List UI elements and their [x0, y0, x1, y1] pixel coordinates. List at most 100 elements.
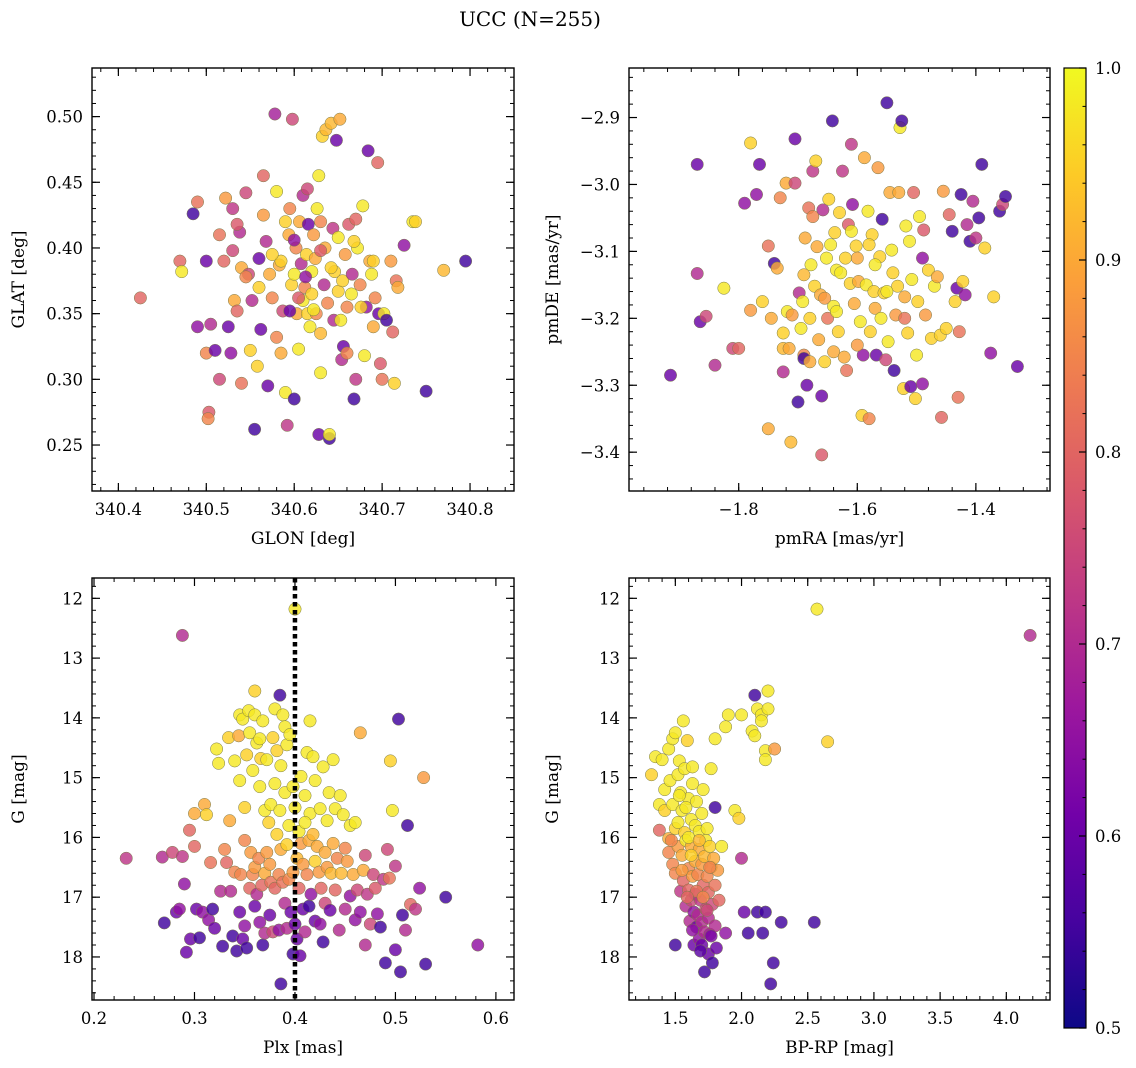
scatter-point: [956, 275, 970, 288]
scatter-point: [383, 754, 397, 768]
scatter-point: [268, 777, 282, 791]
scatter-point: [903, 234, 916, 248]
scatter-point: [278, 896, 292, 910]
scatter-point: [880, 96, 894, 110]
scatter-point: [954, 188, 968, 201]
colorbar-tick-label: 0.7: [1095, 635, 1121, 654]
scatter-point: [664, 368, 677, 382]
y-axis-label: pmDE [mas/yr]: [543, 214, 563, 344]
scatter-point: [809, 154, 823, 168]
scatter-point: [833, 206, 846, 220]
scatter-point: [322, 786, 336, 800]
y-tick-label: 0.50: [46, 108, 83, 127]
scatter-point: [344, 287, 358, 301]
scatter-point: [332, 923, 346, 937]
x-tick-label: 0.2: [81, 1009, 107, 1028]
scatter-point: [270, 827, 284, 841]
y-axis-label: GLAT [deg]: [9, 230, 29, 328]
scatter-point: [157, 916, 171, 930]
scatter-point: [679, 801, 693, 814]
y-tick-label: −2.9: [580, 109, 620, 128]
scatter-point: [788, 176, 802, 190]
scatter-point: [265, 291, 279, 305]
scatter-point: [191, 195, 204, 209]
scatter-point: [208, 343, 222, 357]
scatter-point: [270, 185, 284, 198]
scatter-point: [328, 883, 342, 897]
scatter-point: [703, 839, 717, 853]
scatter-point: [304, 887, 318, 901]
x-tick-label: 4.0: [993, 1009, 1019, 1028]
scatter-point: [175, 628, 189, 642]
scatter-point: [331, 231, 345, 244]
scatter-point: [317, 278, 331, 292]
scatter-point: [338, 902, 352, 916]
scatter-point: [248, 684, 262, 698]
scatter-point: [766, 956, 780, 970]
x-tick-label: −1.6: [837, 500, 877, 519]
scatter-point: [292, 291, 306, 305]
scatter-point: [354, 300, 368, 314]
scatter-point: [177, 877, 191, 891]
scatter-point: [280, 418, 294, 432]
scatter-point: [800, 378, 814, 392]
scatter-point: [270, 744, 284, 758]
scatter-point: [717, 281, 731, 295]
scatter-point: [232, 729, 246, 743]
scatter-point: [785, 308, 799, 322]
scatter-point: [361, 144, 375, 158]
scatter-point: [380, 313, 393, 327]
scatter-point: [274, 254, 288, 268]
scatter-point: [672, 789, 686, 803]
y-tick-label: 15: [62, 769, 83, 788]
scatter-point: [172, 902, 186, 916]
scatter-points: [664, 96, 1024, 462]
scatter-point: [898, 290, 912, 304]
scatter-point: [233, 774, 247, 788]
scatter-point: [798, 231, 812, 245]
scatter-point: [756, 926, 770, 940]
scatter-point: [298, 789, 312, 803]
colorbar: 0.5 0.6 0.7 0.8 0.9 1.0: [1063, 59, 1121, 1038]
x-tick-label: 340.6: [271, 500, 318, 519]
scatter-point: [471, 938, 485, 952]
panel-proper-motion: −1.8 −1.6 −1.4 −3.4 −3.3 −3.2 −3.1 −3.0 −2.9 pmRA…: [543, 67, 1051, 549]
scatter-point: [796, 295, 810, 309]
scatter-point: [243, 343, 257, 357]
scatter-point: [314, 366, 328, 380]
scatter-point: [388, 859, 402, 873]
scatter-point: [827, 345, 841, 359]
scatter-point: [984, 346, 998, 360]
scatter-point: [417, 771, 431, 785]
scatter-point: [958, 288, 972, 302]
scatter-point: [280, 838, 294, 852]
scatter-point: [287, 233, 301, 247]
scatter-point: [838, 251, 852, 265]
axes-frame: [628, 67, 1051, 492]
scatter-point: [700, 822, 714, 835]
scatter-point: [336, 808, 350, 822]
scatter-point: [265, 248, 279, 261]
scatter-point: [895, 114, 909, 128]
scatter-point: [119, 851, 133, 865]
scatter-point: [797, 268, 811, 282]
scatter-point: [300, 868, 314, 881]
scatter-point: [373, 357, 387, 371]
scatter-point: [278, 215, 292, 229]
scatter-point: [820, 251, 833, 265]
scatter-point: [310, 202, 324, 216]
scatter-point: [260, 845, 274, 859]
scatter-point: [380, 842, 394, 856]
y-tick-label: −3.2: [580, 309, 620, 328]
scatter-point: [329, 133, 343, 147]
scatter-point: [719, 720, 733, 734]
scatter-point: [303, 320, 317, 334]
scatter-point: [283, 202, 297, 216]
scatter-point: [366, 254, 380, 268]
scatter-point: [692, 833, 706, 847]
scatter-point: [668, 726, 682, 740]
scatter-points: [133, 107, 473, 445]
scatter-point: [243, 726, 257, 740]
scatter-point: [338, 248, 352, 261]
y-axis-label: G [mag]: [543, 754, 563, 823]
